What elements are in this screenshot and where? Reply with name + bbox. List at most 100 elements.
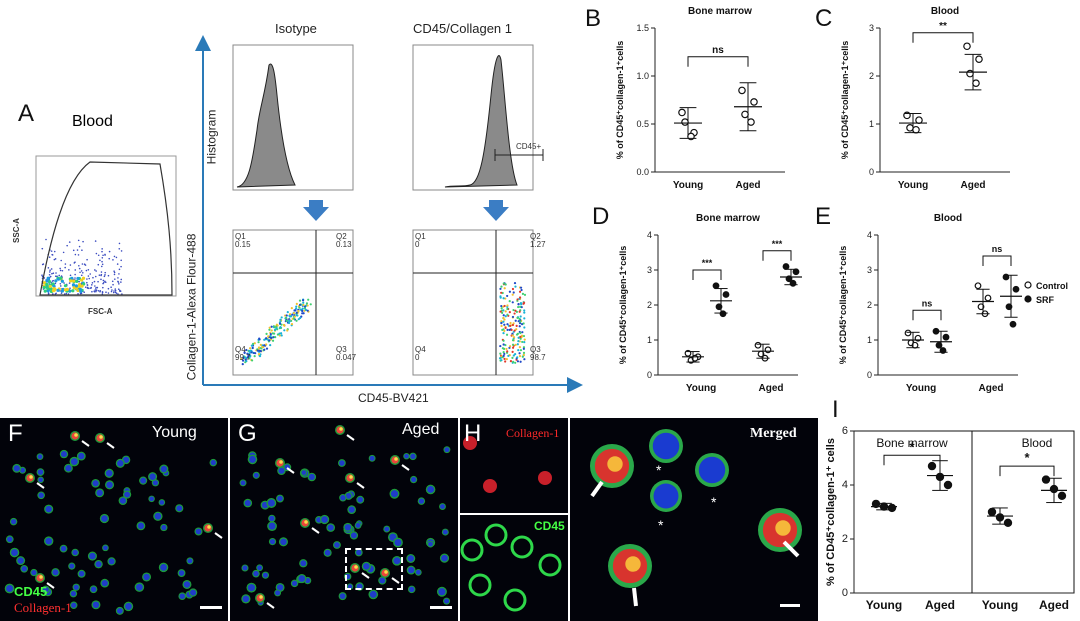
event-dot xyxy=(263,348,266,351)
event-dot xyxy=(94,269,96,271)
event-dot xyxy=(62,251,65,254)
y-axis-label: % of CD45⁺collagen-1⁺cells xyxy=(840,41,850,160)
panel-label-h: H xyxy=(464,420,482,447)
event-dot xyxy=(518,346,521,349)
event-dot xyxy=(69,274,72,277)
data-point xyxy=(904,329,912,337)
event-dot xyxy=(513,312,516,315)
nucleus xyxy=(187,558,193,564)
iso-q1: Q1 xyxy=(235,232,246,241)
event-dot xyxy=(500,291,503,294)
event-dot xyxy=(112,291,115,294)
nucleus xyxy=(428,541,433,547)
event-dot xyxy=(258,349,261,352)
significance-label: ** xyxy=(939,21,947,32)
dense-event-dot xyxy=(72,279,76,283)
event-dot xyxy=(251,346,254,350)
dense-event-dot xyxy=(60,289,64,293)
event-dot xyxy=(500,324,503,328)
nucleus xyxy=(78,570,85,577)
event-dot xyxy=(504,297,507,300)
nucleus xyxy=(125,603,132,610)
event-dot xyxy=(499,344,502,348)
nucleus xyxy=(340,495,346,501)
data-point xyxy=(747,118,755,126)
nucleus xyxy=(418,498,425,504)
event-dot xyxy=(101,248,103,250)
nucleus xyxy=(344,524,352,531)
nucleus xyxy=(92,480,99,487)
dense-event-dot xyxy=(68,289,72,293)
event-dot xyxy=(110,286,112,289)
event-dot xyxy=(118,242,121,245)
iso-q4-value: 99.7 xyxy=(235,353,251,362)
nucleus xyxy=(95,561,102,568)
data-point xyxy=(715,303,723,311)
event-dot xyxy=(302,303,305,307)
nucleus xyxy=(384,526,390,532)
nucleus xyxy=(6,584,14,593)
merged-nucleus xyxy=(698,456,726,484)
nucleus xyxy=(327,524,334,531)
data-point xyxy=(972,79,980,88)
x-tick-label: Young xyxy=(906,383,936,394)
nucleus xyxy=(369,455,375,461)
event-dot xyxy=(507,354,510,357)
event-dot xyxy=(516,360,520,363)
event-dot xyxy=(522,351,526,354)
event-dot xyxy=(500,320,503,323)
event-dot xyxy=(241,359,245,362)
event-dot xyxy=(100,278,102,281)
nucleus xyxy=(108,558,115,565)
event-dot xyxy=(95,252,98,255)
data-point xyxy=(915,116,923,124)
nucleus xyxy=(444,447,450,453)
data-point xyxy=(987,507,997,517)
event-dot xyxy=(506,350,509,353)
event-dot xyxy=(113,270,115,272)
dense-event-dot xyxy=(42,281,47,285)
colocalization xyxy=(384,570,388,574)
nucleus xyxy=(242,595,250,603)
event-dot xyxy=(79,271,81,274)
event-dot xyxy=(90,284,93,286)
event-dot xyxy=(257,352,261,356)
nucleus xyxy=(308,473,315,481)
dense-event-dot xyxy=(43,289,47,293)
event-dot xyxy=(523,311,526,314)
event-dot xyxy=(519,335,522,338)
data-point xyxy=(719,310,727,318)
event-dot xyxy=(113,278,116,280)
chart-i: 0 2 4 6 % of CD45⁺collagen-1⁺ cells Bone marr… xyxy=(825,425,1075,612)
event-dot xyxy=(54,275,57,278)
nucleus xyxy=(339,593,346,600)
event-dot xyxy=(514,319,517,322)
event-dot xyxy=(265,343,268,346)
significance-label: ns xyxy=(922,298,933,308)
iso-q3-value: 0.047 xyxy=(336,353,357,362)
event-dot xyxy=(519,331,522,335)
event-dot xyxy=(510,328,513,332)
event-dot xyxy=(88,287,90,290)
data-point xyxy=(912,125,920,134)
nucleus xyxy=(89,552,96,560)
collagen-channel: H Collagen-1 xyxy=(460,418,568,513)
nucleus xyxy=(143,573,150,581)
dense-event-dot xyxy=(56,288,60,292)
scale-bar xyxy=(430,606,452,609)
event-dot xyxy=(94,240,97,242)
significance-label: * xyxy=(909,439,915,454)
nucleus xyxy=(21,566,27,572)
nucleus xyxy=(17,557,24,564)
event-dot xyxy=(518,355,522,358)
nucleus xyxy=(394,538,402,547)
event-dot xyxy=(59,282,62,285)
event-dot xyxy=(248,347,252,350)
event-dot xyxy=(81,271,84,274)
legend-label: Control xyxy=(1036,281,1068,291)
isotype-title: Isotype xyxy=(275,21,317,36)
event-dot xyxy=(502,343,505,346)
cd-q1-value: 0 xyxy=(415,240,420,249)
event-dot xyxy=(276,324,279,327)
event-dot xyxy=(305,302,309,305)
